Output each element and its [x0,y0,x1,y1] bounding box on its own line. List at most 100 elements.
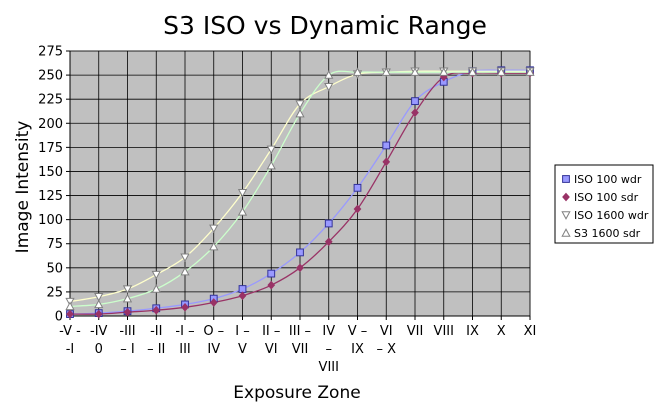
x-tick-label: VIII [434,324,454,339]
legend-marker-iso-100-sdr [562,192,570,202]
data-point-iso-100-sdr [296,263,304,273]
data-point-iso-100-sdr [181,302,189,312]
x-tick-label: VII [407,324,424,339]
data-point-iso-100-sdr [66,309,74,319]
x-tick-label: -II [150,324,162,339]
legend-box [554,164,654,244]
x-tick-label: I – [235,324,249,339]
data-point-iso-1600-wdr [151,270,161,280]
x-tick-label: O – [203,324,224,339]
y-axis-label: Image Intensity [13,121,33,254]
legend-label: ISO 1600 wdr [574,209,649,222]
data-point-s3-1600-sdr [439,67,449,76]
x-tick-label: IV [207,342,220,357]
data-point-iso-1600-wdr [94,293,104,302]
y-tick-label: 225 [38,93,63,108]
x-tick-label: VII [292,342,309,357]
data-point-s3-1600-sdr [180,266,190,276]
data-point-iso-100-wdr [353,183,362,192]
legend-label: S3 1600 sdr [574,227,641,240]
data-point-s3-1600-sdr [295,108,305,118]
x-tick-label: V [238,342,247,357]
y-tick-label: 175 [38,141,63,156]
x-tick-label: -III [119,324,135,339]
x-tick-label: IX [466,324,479,339]
data-point-s3-1600-sdr [151,284,161,293]
x-tick-label: -V - [59,324,81,339]
data-point-iso-1600-wdr [180,253,190,263]
x-tick-label: VI [265,342,278,357]
data-point-iso-1600-wdr [122,285,133,294]
data-point-iso-1600-wdr [295,100,305,109]
data-point-iso-100-sdr [152,305,161,315]
data-point-s3-1600-sdr [525,67,535,76]
data-point-s3-1600-sdr [209,241,219,251]
data-point-s3-1600-sdr [94,299,104,309]
y-tick-label: 275 [38,45,63,60]
data-point-s3-1600-sdr [410,67,420,76]
x-tick-label: IX [351,342,364,357]
data-point-iso-100-wdr [411,97,419,106]
legend-label: ISO 100 sdr [574,191,639,204]
x-tick-label: X [497,324,506,339]
x-tick-label: VI [380,324,393,339]
data-point-iso-100-sdr [267,280,276,290]
data-point-iso-100-wdr [267,269,276,278]
y-tick-label: 200 [38,117,63,132]
data-point-s3-1600-sdr [122,293,133,303]
y-tick-label: 125 [38,189,63,204]
y-tick-label: 75 [46,237,63,252]
y-tick-label: 0 [55,310,63,325]
x-tick-label: -IV [90,324,108,339]
y-tick-label: 100 [38,213,63,228]
data-point-s3-1600-sdr [381,67,391,76]
legend: ISO 100 wdr ISO 100 sdr ISO 1600 wdr S3 160… [554,164,654,244]
y-tick-label: 25 [46,285,63,300]
x-tick-label: – X [376,342,396,357]
data-point-iso-100-sdr [382,157,391,167]
x-tick-label: XI [524,324,537,339]
series-markers [65,66,535,319]
data-point-s3-1600-sdr [324,70,334,79]
data-point-s3-1600-sdr [352,67,363,76]
x-tick-labels: -V - -I -IV 0 -III – I -II – II -I – III O – IV I – V… [59,324,536,375]
x-tick-label: III [179,342,191,357]
grid-lines [66,50,531,320]
data-point-s3-1600-sdr [496,67,506,76]
x-tick-label: -I [66,342,75,357]
data-point-iso-100-wdr [324,219,333,228]
data-point-iso-100-sdr [411,108,419,118]
x-tick-label: – II [147,342,165,357]
x-tick-label: V – [348,324,368,339]
data-point-iso-100-sdr [123,307,132,317]
x-tick-label: VIII [319,360,339,375]
legend-label: ISO 100 wdr [574,173,642,186]
y-tick-label: 50 [46,261,63,276]
data-point-iso-1600-wdr [209,224,219,234]
data-point-iso-100-sdr [238,291,247,301]
x-tick-label: IV [322,324,335,339]
data-point-iso-100-wdr [238,285,247,293]
data-point-iso-100-sdr [209,298,218,307]
data-point-iso-100-sdr [324,237,333,247]
y-tick-label: 150 [38,165,63,180]
data-point-iso-100-sdr [94,309,103,319]
data-point-iso-1600-wdr [266,145,276,155]
data-point-iso-1600-wdr [237,188,248,198]
x-tick-label: 0 [95,342,103,357]
legend-marker-iso-100-wdr [562,175,570,183]
x-tick-label: II – [262,324,280,339]
data-point-iso-100-sdr [353,204,362,214]
data-point-s3-1600-sdr [266,160,276,170]
data-point-iso-100-wdr [382,141,391,150]
y-tick-labels: 0 25 50 75 100 125 150 175 200 225 250 275 [38,45,63,325]
data-point-iso-1600-wdr [324,82,334,92]
legend-marker-s3-1600-sdr [561,228,571,237]
data-point-s3-1600-sdr [467,67,478,76]
legend-marker-iso-1600-wdr [561,211,571,220]
data-point-s3-1600-sdr [65,301,75,311]
x-tick-label: III – [289,324,311,339]
x-tick-label: – I [120,342,134,357]
data-point-iso-100-wdr [296,248,304,257]
